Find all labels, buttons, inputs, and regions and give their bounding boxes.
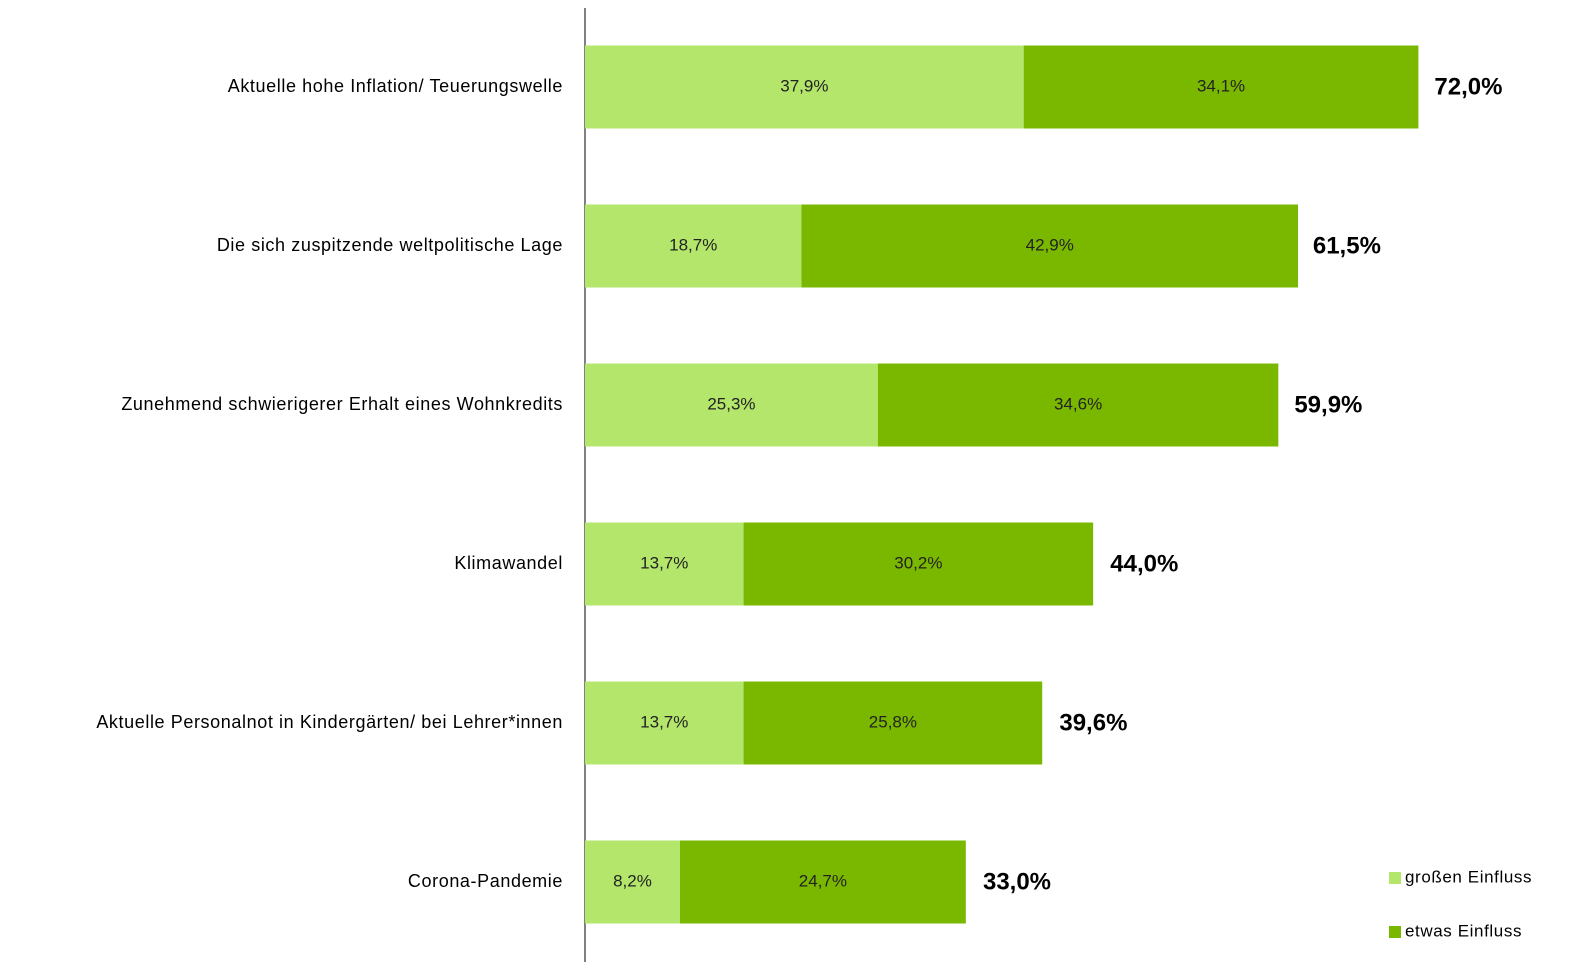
bar-segment <box>585 522 744 606</box>
category-label: Corona-Pandemie <box>408 871 563 891</box>
total-label: 44,0% <box>1110 550 1178 577</box>
value-label: 13,7% <box>640 712 688 731</box>
legend-swatch <box>1389 872 1401 884</box>
legend-label: etwas Einfluss <box>1405 921 1522 940</box>
total-label: 61,5% <box>1313 232 1381 259</box>
bar-segment <box>877 363 1279 447</box>
bar-segment <box>801 204 1299 288</box>
value-label: 30,2% <box>894 553 942 572</box>
value-label: 24,7% <box>799 871 847 890</box>
category-label: Zunehmend schwierigerer Erhalt eines Woh… <box>121 394 563 414</box>
bar-segment <box>743 681 1043 765</box>
category-label: Klimawandel <box>454 553 563 573</box>
bar-segment <box>679 840 966 924</box>
value-label: 34,6% <box>1054 394 1102 413</box>
category-label: Aktuelle Personalnot in Kindergärten/ be… <box>96 712 563 732</box>
category-label: Die sich zuspitzende weltpolitische Lage <box>217 235 563 255</box>
total-label: 72,0% <box>1434 73 1502 100</box>
bar-segment <box>585 45 1024 129</box>
bar-segment <box>585 204 802 288</box>
bar-segment <box>585 363 878 447</box>
value-label: 37,9% <box>780 76 828 95</box>
bar-segment <box>585 681 744 765</box>
bar-segment <box>743 522 1094 606</box>
value-label: 25,8% <box>869 712 917 731</box>
total-label: 59,9% <box>1294 391 1362 418</box>
total-label: 33,0% <box>983 868 1051 895</box>
category-label: Aktuelle hohe Inflation/ Teuerungswelle <box>228 76 563 96</box>
value-label: 34,1% <box>1197 76 1245 95</box>
value-label: 13,7% <box>640 553 688 572</box>
total-label: 39,6% <box>1059 709 1127 736</box>
legend-label: großen Einfluss <box>1405 867 1532 886</box>
bar-segment <box>1023 45 1419 129</box>
value-label: 8,2% <box>613 871 652 890</box>
legend-swatch <box>1389 926 1401 938</box>
value-label: 25,3% <box>707 394 755 413</box>
value-label: 18,7% <box>669 235 717 254</box>
value-label: 42,9% <box>1026 235 1074 254</box>
bar-segment <box>585 840 680 924</box>
